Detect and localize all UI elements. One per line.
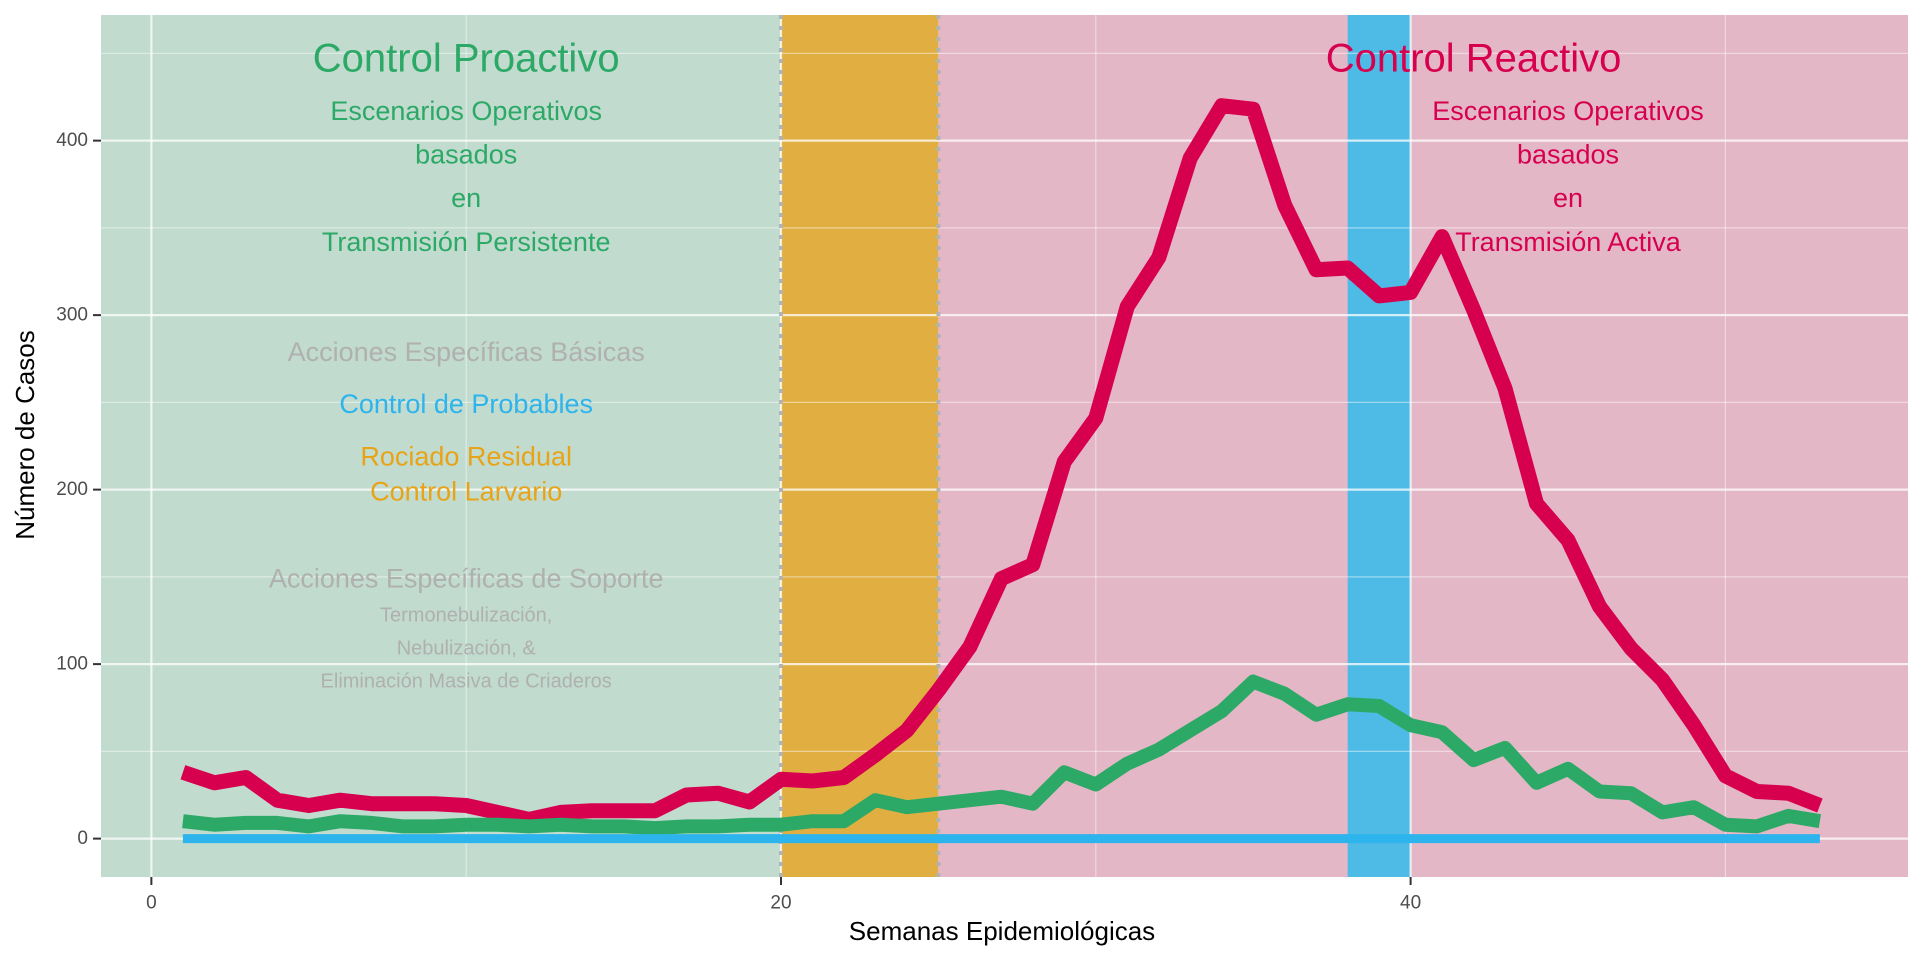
y-tick-label: 400 xyxy=(56,130,88,151)
y-tick-label: 200 xyxy=(56,479,88,500)
annotations: Control Proactivo Escenarios Operativos ba… xyxy=(269,37,1704,693)
annotation-5: Acciones Específicas Básicas xyxy=(288,337,645,367)
annotation-0: Control Proactivo xyxy=(313,37,620,81)
annotation-16: en xyxy=(1553,183,1583,213)
region-band-3 xyxy=(1347,15,1411,877)
x-tick-label: 0 xyxy=(146,893,157,914)
x-tick-label: 40 xyxy=(1400,893,1421,914)
annotation-15: basados xyxy=(1517,140,1619,170)
series-line-0 xyxy=(180,98,1823,827)
annotation-9: Acciones Específicas de Soporte xyxy=(269,564,664,594)
annotation-14: Escenarios Operativos xyxy=(1432,96,1704,126)
annotation-17: Transmisión Activa xyxy=(1455,227,1682,257)
annotation-6: Control de Probables xyxy=(339,389,593,419)
region-band-1 xyxy=(780,15,939,877)
series-lines xyxy=(180,98,1823,844)
axes: 0 100 200 300 400 0 20 40 xyxy=(56,130,1421,913)
x-axis-title: Semanas Epidemiológicas xyxy=(849,916,1155,946)
annotation-7: Rociado Residual xyxy=(360,441,572,471)
y-tick-label: 0 xyxy=(77,828,88,849)
annotation-8: Control Larvario xyxy=(370,476,562,506)
annotation-13: Control Reactivo xyxy=(1326,37,1622,81)
annotation-10: Termonebulización, xyxy=(380,604,552,626)
annotation-1: Escenarios Operativos xyxy=(330,96,602,126)
phase-boundaries xyxy=(778,15,941,877)
series-line-1 xyxy=(182,674,1822,836)
annotation-3: en xyxy=(451,183,481,213)
annotation-12: Eliminación Masiva de Criaderos xyxy=(321,671,612,693)
region-band-0 xyxy=(101,15,781,877)
y-tick-label: 100 xyxy=(56,654,88,675)
y-axis-title: Número de Casos xyxy=(10,330,40,540)
annotation-11: Nebulización, & xyxy=(397,637,537,659)
y-tick-label: 300 xyxy=(56,305,88,326)
region-bands xyxy=(101,15,1908,877)
annotation-4: Transmisión Persistente xyxy=(322,227,611,257)
x-tick-label: 20 xyxy=(770,893,791,914)
annotation-2: basados xyxy=(415,140,517,170)
